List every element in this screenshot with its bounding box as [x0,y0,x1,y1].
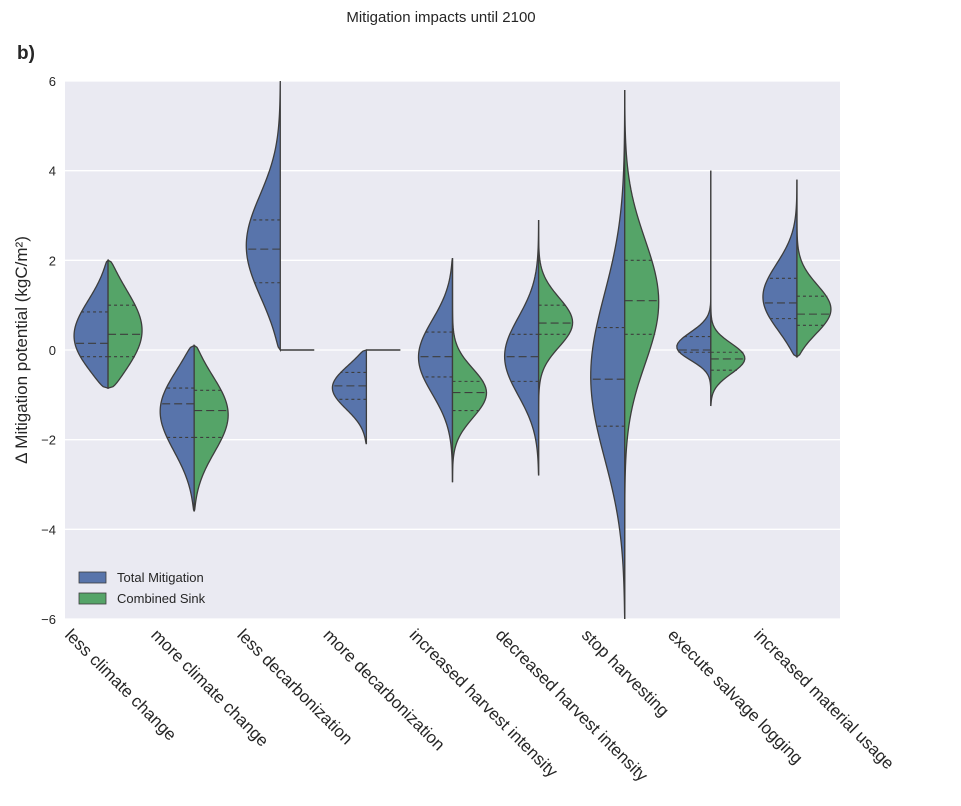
legend-swatch-total-mitigation [78,571,107,584]
y-tick-label: 2 [49,253,56,268]
violin-half-right [193,344,229,512]
violin-half-left [159,344,195,512]
category-label: decreased harvest intensity [492,625,652,785]
y-tick-label: −6 [41,612,56,627]
violin-half-left [590,89,626,620]
legend-label-total-mitigation: Total Mitigation [117,570,204,585]
category-label: stop harvesting [578,625,673,720]
y-tick-label: 6 [49,74,56,89]
y-tick-label: −4 [41,522,56,537]
violin-half-left [331,349,368,445]
legend-swatch-combined-sink [78,592,107,605]
legend: Total Mitigation Combined Sink [78,570,206,606]
violin-half-right [796,179,832,359]
violin-half-right [624,89,660,619]
violin-half-left [417,257,454,483]
y-axis-label: Δ Mitigation potential (kgC/m²) [12,236,31,464]
violin-half-left [503,219,540,476]
chart-title: Mitigation impacts until 2100 [346,9,535,26]
category-label: increased material usage [750,625,898,773]
violins [73,80,832,620]
legend-label-combined-sink: Combined Sink [117,591,206,606]
y-tick-label: −2 [41,433,56,448]
violin-half-right [710,170,746,407]
violin-half-right [537,219,574,476]
y-tick-label: 4 [49,164,56,179]
panel-label: b) [17,43,35,64]
violin-half-right [107,259,143,389]
category-label: increased harvest intensity [406,625,562,781]
violin-half-left [762,179,798,358]
y-tick-label: 0 [49,343,56,358]
violin-half-left [73,258,109,389]
y-tick-labels: −6 −4 −2 0 2 4 6 [41,74,56,627]
violin-half-right [451,258,488,483]
